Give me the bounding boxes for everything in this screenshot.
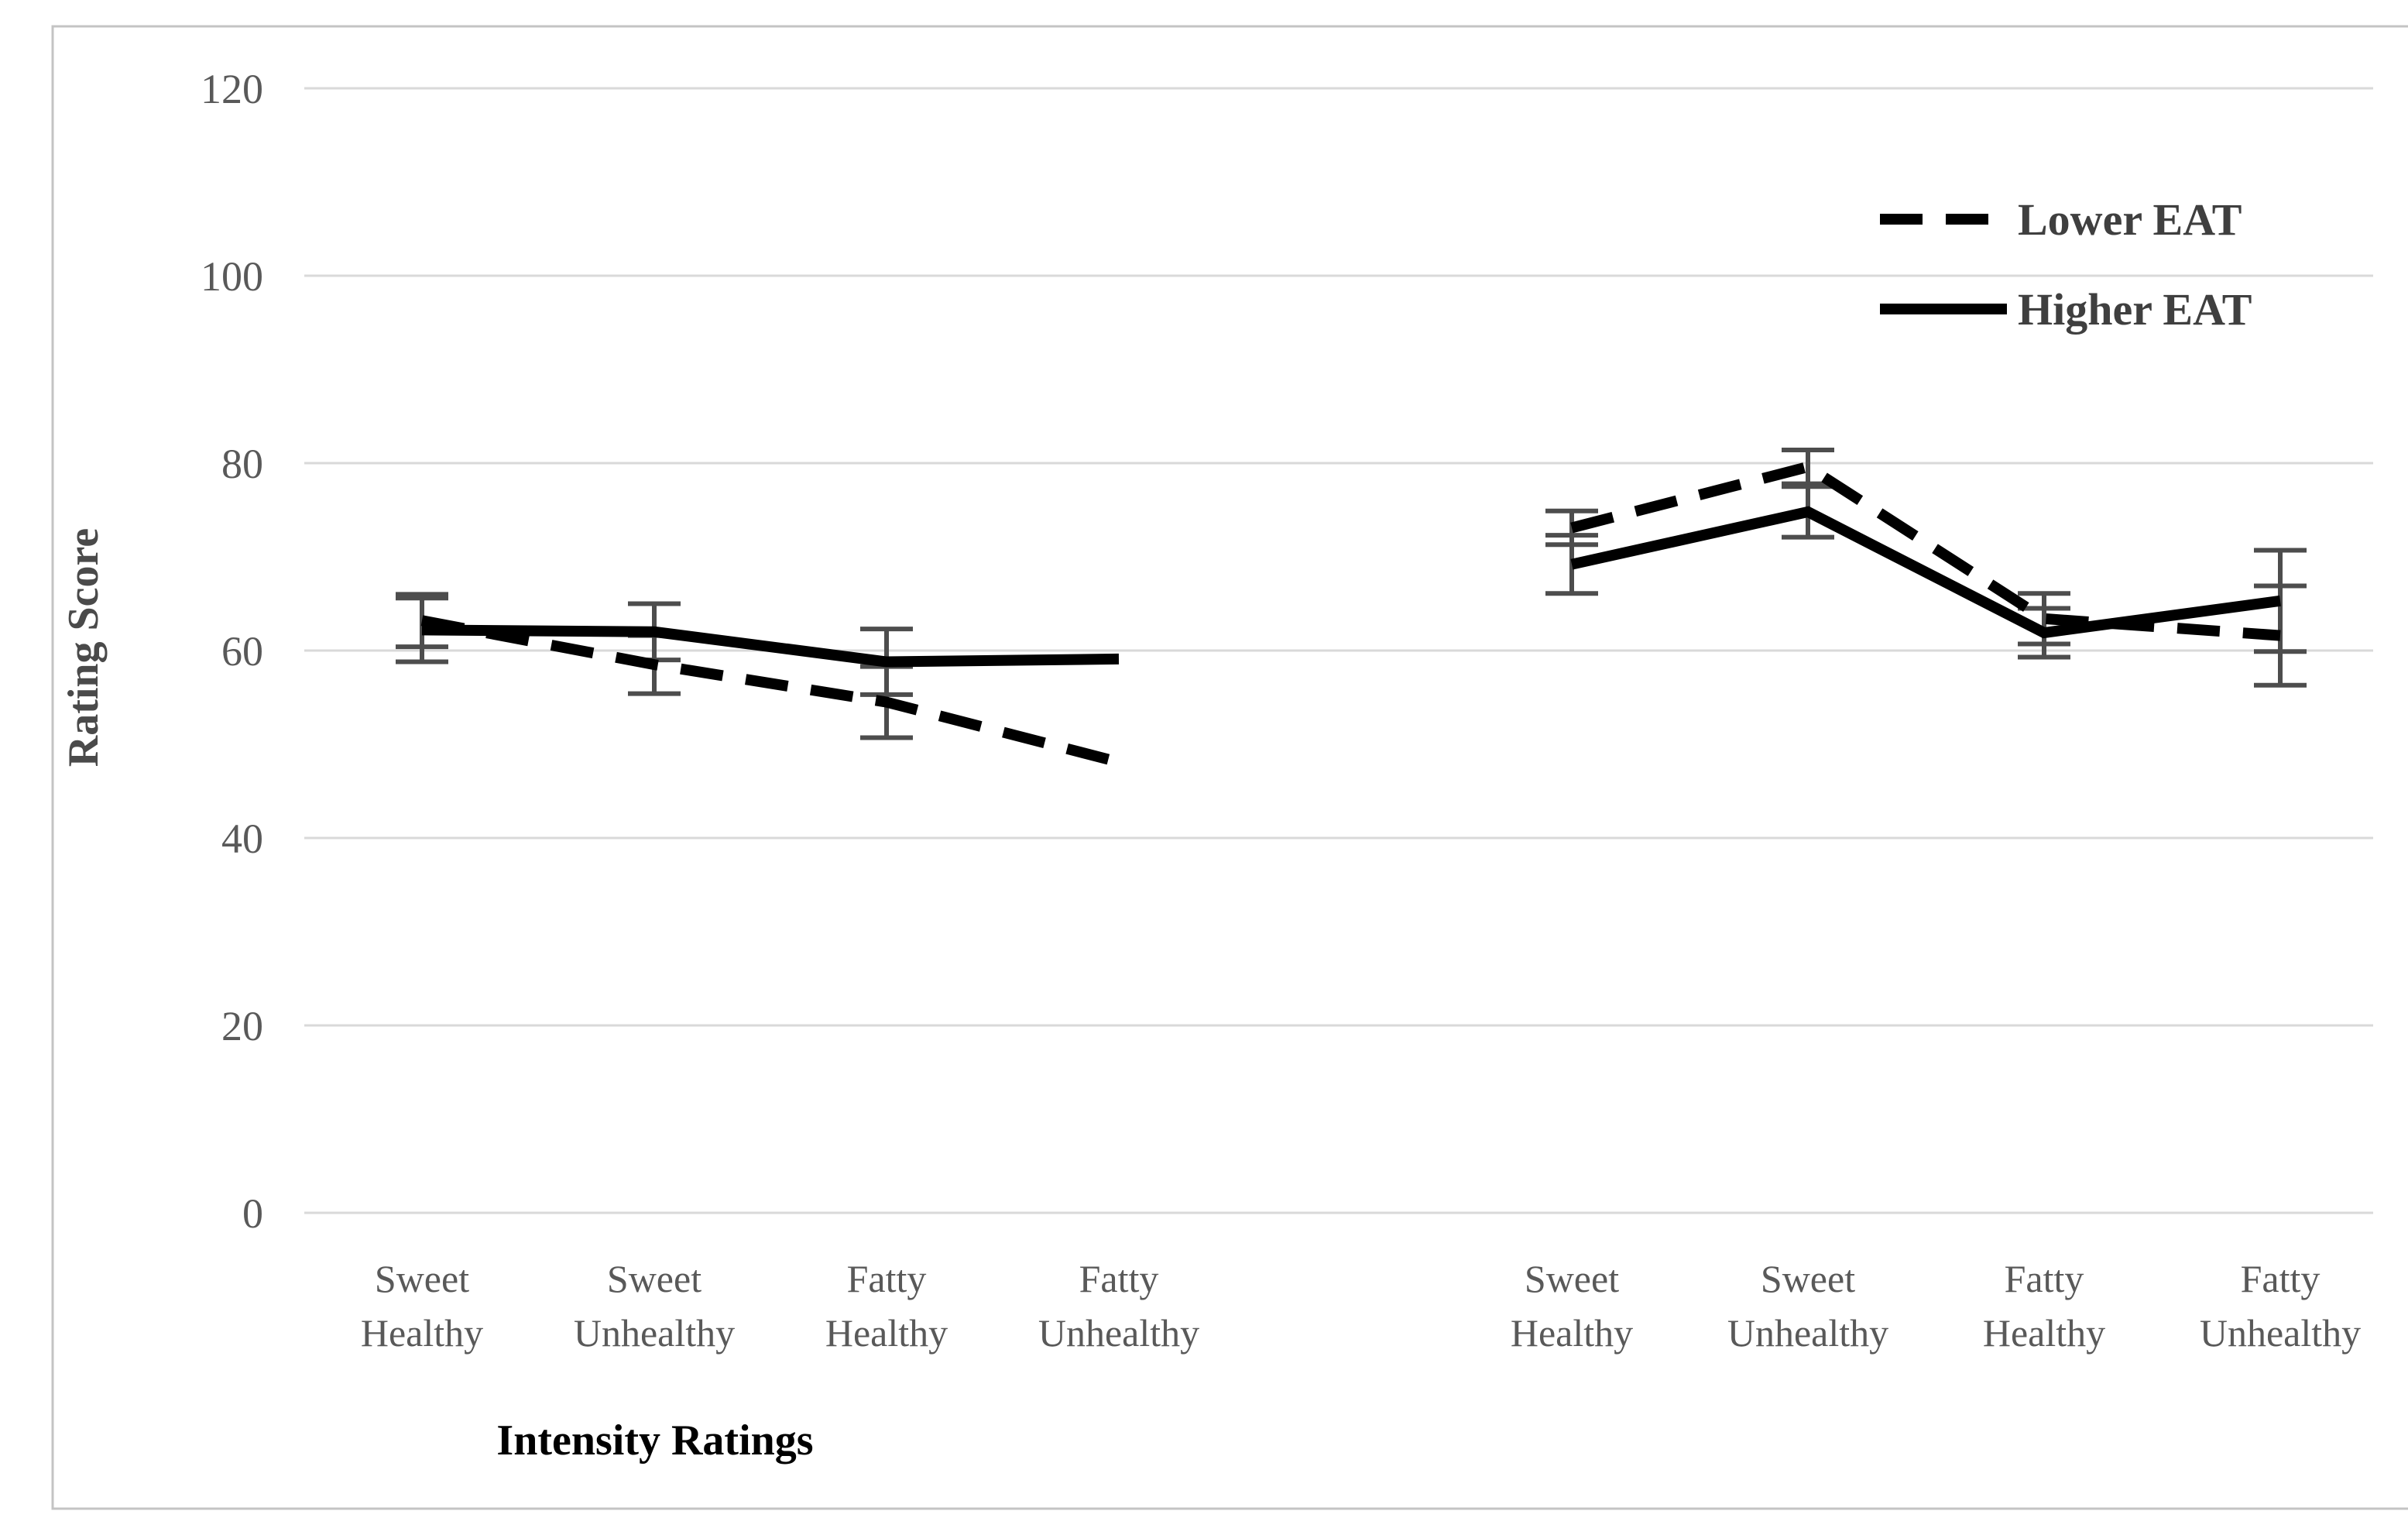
category-label-line2: Healthy (825, 1311, 948, 1355)
y-axis-title: Rating Score (60, 528, 108, 768)
x-axis-title: Intensity Ratings (496, 1417, 813, 1465)
legend-label-higher-eat: Higher EAT (2018, 284, 2252, 335)
category-label-line2: Healthy (1983, 1311, 2105, 1355)
series-line-higher-eat-right (1570, 506, 2281, 639)
category-label-line2: Unhealthy (2200, 1311, 2361, 1355)
chart-canvas: 120 100 80 60 40 20 0 Rating Score Sweet Healthy S… (51, 25, 2408, 1510)
y-tick-label: 100 (201, 253, 263, 300)
y-tick-label: 80 (221, 441, 263, 487)
series-line-higher-eat-left (421, 624, 1120, 668)
category-label-line1: Sweet (375, 1257, 469, 1300)
chart-border (51, 25, 2408, 1510)
category-label-line2: Unhealthy (1727, 1311, 1888, 1355)
category-label-line2: Unhealthy (574, 1311, 735, 1355)
category-label-line2: Healthy (361, 1311, 483, 1355)
category-label-line1: Fatty (2241, 1257, 2321, 1300)
series-line-lower-eat-left (420, 615, 1120, 768)
category-label-line1: Fatty (847, 1257, 927, 1300)
y-tick-label: 0 (242, 1190, 263, 1237)
y-tick-label: 120 (201, 66, 263, 112)
y-tick-label: 20 (221, 1003, 263, 1049)
category-label-line1: Fatty (2005, 1257, 2084, 1300)
y-tick-label: 40 (221, 816, 263, 862)
category-label-line2: Healthy (1511, 1311, 1633, 1355)
category-label-line2: Unhealthy (1038, 1311, 1199, 1355)
category-label-line1: Fatty (1079, 1257, 1159, 1300)
category-label-line1: Sweet (607, 1257, 701, 1300)
category-label-line1: Sweet (1525, 1257, 1619, 1300)
y-tick-label: 60 (221, 628, 263, 675)
rating-score-line-chart: 120 100 80 60 40 20 0 Rating Score Sweet Healthy S… (31, 12, 2408, 1523)
legend-label-lower-eat: Lower EAT (2018, 194, 2242, 245)
category-label-line1: Sweet (1761, 1257, 1855, 1300)
